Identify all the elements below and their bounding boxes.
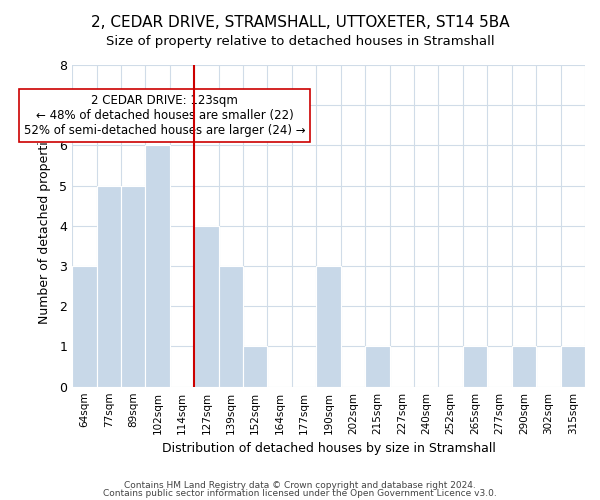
X-axis label: Distribution of detached houses by size in Stramshall: Distribution of detached houses by size … — [161, 442, 496, 455]
Bar — [121, 186, 145, 386]
Text: 2, CEDAR DRIVE, STRAMSHALL, UTTOXETER, ST14 5BA: 2, CEDAR DRIVE, STRAMSHALL, UTTOXETER, S… — [91, 15, 509, 30]
Bar — [560, 346, 585, 387]
Bar — [243, 346, 268, 387]
Text: 2 CEDAR DRIVE: 123sqm
← 48% of detached houses are smaller (22)
52% of semi-deta: 2 CEDAR DRIVE: 123sqm ← 48% of detached … — [23, 94, 305, 137]
Text: Contains public sector information licensed under the Open Government Licence v3: Contains public sector information licen… — [103, 488, 497, 498]
Text: Size of property relative to detached houses in Stramshall: Size of property relative to detached ho… — [106, 35, 494, 48]
Y-axis label: Number of detached properties: Number of detached properties — [38, 128, 51, 324]
Bar — [365, 346, 389, 387]
Bar — [145, 146, 170, 386]
Bar — [512, 346, 536, 387]
Bar — [194, 226, 218, 386]
Bar — [72, 266, 97, 386]
Bar — [97, 186, 121, 386]
Text: Contains HM Land Registry data © Crown copyright and database right 2024.: Contains HM Land Registry data © Crown c… — [124, 481, 476, 490]
Bar — [218, 266, 243, 386]
Bar — [463, 346, 487, 387]
Bar — [316, 266, 341, 386]
